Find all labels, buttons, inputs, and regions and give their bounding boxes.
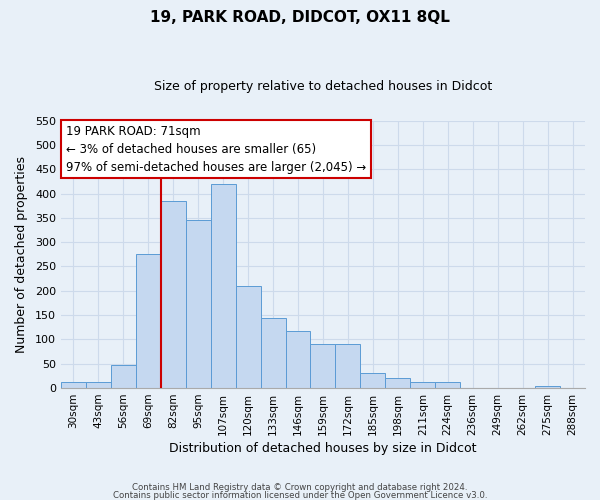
Bar: [236, 286, 260, 388]
Bar: [86, 382, 111, 388]
Bar: [286, 331, 310, 388]
Bar: [310, 344, 335, 388]
Bar: [161, 201, 186, 388]
Bar: [335, 344, 361, 388]
Bar: [260, 318, 286, 388]
Bar: [410, 382, 435, 388]
Bar: [136, 254, 161, 388]
Text: Contains HM Land Registry data © Crown copyright and database right 2024.: Contains HM Land Registry data © Crown c…: [132, 484, 468, 492]
Text: 19 PARK ROAD: 71sqm
← 3% of detached houses are smaller (65)
97% of semi-detache: 19 PARK ROAD: 71sqm ← 3% of detached hou…: [66, 124, 367, 174]
Bar: [361, 372, 385, 388]
Bar: [186, 220, 211, 388]
Bar: [61, 382, 86, 388]
Bar: [111, 364, 136, 388]
Text: 19, PARK ROAD, DIDCOT, OX11 8QL: 19, PARK ROAD, DIDCOT, OX11 8QL: [150, 10, 450, 25]
Bar: [385, 378, 410, 388]
Bar: [435, 382, 460, 388]
Y-axis label: Number of detached properties: Number of detached properties: [15, 156, 28, 353]
Bar: [535, 386, 560, 388]
X-axis label: Distribution of detached houses by size in Didcot: Distribution of detached houses by size …: [169, 442, 477, 455]
Text: Contains public sector information licensed under the Open Government Licence v3: Contains public sector information licen…: [113, 490, 487, 500]
Title: Size of property relative to detached houses in Didcot: Size of property relative to detached ho…: [154, 80, 492, 93]
Bar: [211, 184, 236, 388]
